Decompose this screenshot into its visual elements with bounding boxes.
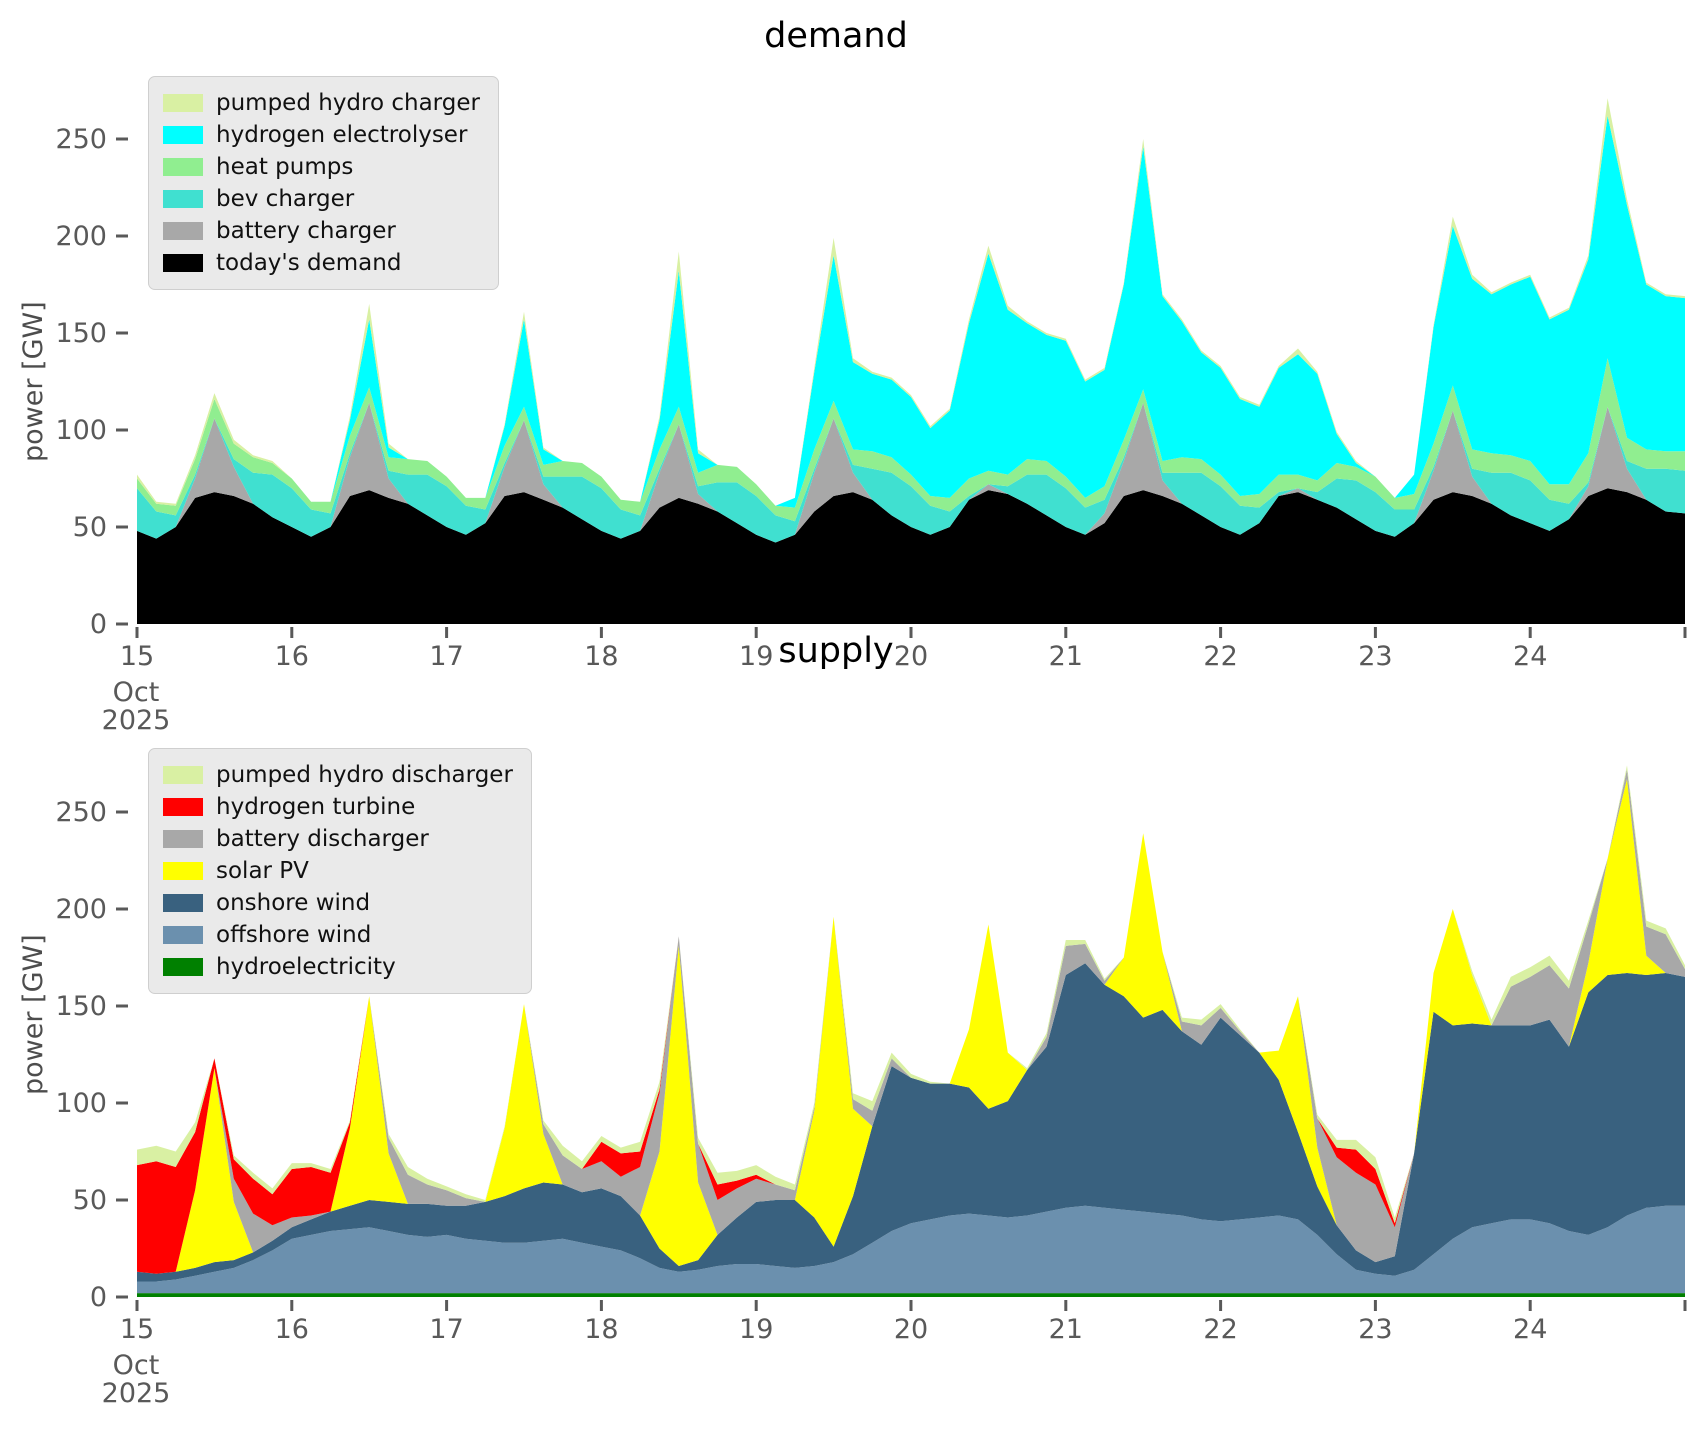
supply-legend: pumped hydro discharger hydrogen turbine b…	[148, 748, 532, 994]
x-axis-year-label: 2025	[102, 705, 171, 736]
legend-item-battery-charger: battery charger	[163, 215, 480, 247]
supply-plot-area	[137, 765, 1685, 1297]
supply-y-axis: 0 50 100 150 200 250	[55, 797, 128, 1313]
legend-item-label: onshore wind	[216, 890, 371, 916]
y-tick-label: 200	[55, 894, 107, 925]
legend-item-offshore-wind: offshore wind	[163, 919, 513, 951]
pumped-hydro-discharger-swatch-icon	[163, 766, 203, 784]
x-tick-label: 18	[584, 1314, 618, 1345]
area-hydrogen-electrolyser	[137, 115, 1685, 508]
supply-y-axis-label: power [GW]	[18, 934, 49, 1095]
x-tick-label: 24	[1513, 1314, 1547, 1345]
demand-y-axis-label: power [GW]	[18, 301, 49, 462]
legend-item-onshore-wind: onshore wind	[163, 887, 513, 919]
legend-item-bev-charger: bev charger	[163, 183, 480, 215]
hydroelectricity-swatch-icon	[163, 958, 203, 976]
legend-item-label: hydrogen electrolyser	[216, 122, 468, 148]
today-s-demand-swatch-icon	[163, 254, 203, 272]
demand-legend: pumped hydro charger hydrogen electrolyse…	[148, 76, 499, 290]
legend-item-solar-pv: solar PV	[163, 855, 513, 887]
x-tick-label: 16	[275, 1314, 309, 1345]
y-tick-label: 0	[90, 609, 107, 640]
x-tick-label: 19	[739, 1314, 773, 1345]
legend-item-label: pumped hydro charger	[216, 90, 480, 116]
demand-plot-area	[137, 98, 1685, 624]
area-hydroelectricity	[137, 1293, 1685, 1297]
y-tick-label: 150	[55, 991, 107, 1022]
legend-item-label: hydrogen turbine	[216, 794, 416, 820]
x-tick-label: 24	[1513, 641, 1547, 672]
x-axis-year-label: 2025	[102, 1378, 171, 1409]
y-tick-label: 200	[55, 221, 107, 252]
solar-pv-swatch-icon	[163, 862, 203, 880]
legend-item-label: pumped hydro discharger	[216, 762, 513, 788]
y-tick-label: 150	[55, 318, 107, 349]
x-tick-label: 22	[1203, 641, 1237, 672]
x-tick-label: 17	[429, 1314, 463, 1345]
x-tick-label: 18	[584, 641, 618, 672]
demand-y-axis: 0 50 100 150 200 250	[55, 124, 128, 640]
hydrogen-turbine-swatch-icon	[163, 798, 203, 816]
legend-item-today-s-demand: today's demand	[163, 247, 480, 279]
legend-item-label: offshore wind	[216, 922, 372, 948]
y-tick-label: 250	[55, 797, 107, 828]
hydrogen-electrolyser-swatch-icon	[163, 126, 203, 144]
x-tick-label: 19	[739, 641, 773, 672]
legend-item-label: heat pumps	[216, 154, 354, 180]
x-axis-month-label: Oct	[113, 677, 160, 708]
legend-item-label: solar PV	[216, 858, 309, 884]
pumped-hydro-charger-swatch-icon	[163, 94, 203, 112]
x-tick-label: 21	[1049, 641, 1083, 672]
legend-item-label: bev charger	[216, 186, 355, 212]
area-battery-discharger	[137, 769, 1685, 1274]
legend-item-battery-discharger: battery discharger	[163, 823, 513, 855]
x-axis-month-label: Oct	[113, 1350, 160, 1381]
legend-item-label: hydroelectricity	[216, 954, 396, 980]
x-tick-label: 23	[1358, 641, 1392, 672]
legend-item-label: battery charger	[216, 218, 396, 244]
x-tick-label: 20	[894, 1314, 928, 1345]
onshore-wind-swatch-icon	[163, 894, 203, 912]
area-heat-pumps	[137, 358, 1685, 522]
y-tick-label: 100	[55, 1088, 107, 1119]
legend-item-label: battery discharger	[216, 826, 429, 852]
x-tick-label: 17	[429, 641, 463, 672]
battery-charger-swatch-icon	[163, 222, 203, 240]
y-tick-label: 50	[73, 1185, 107, 1216]
legend-item-label: today's demand	[216, 250, 402, 276]
area-onshore-wind	[137, 963, 1685, 1282]
heat-pumps-swatch-icon	[163, 158, 203, 176]
x-tick-label: 15	[120, 641, 154, 672]
x-tick-label: 20	[894, 641, 928, 672]
area-offshore-wind	[137, 1205, 1685, 1294]
y-tick-label: 250	[55, 124, 107, 155]
legend-item-pumped-hydro-discharger: pumped hydro discharger	[163, 759, 513, 791]
offshore-wind-swatch-icon	[163, 926, 203, 944]
legend-item-hydroelectricity: hydroelectricity	[163, 951, 513, 983]
x-tick-label: 23	[1358, 1314, 1392, 1345]
area-today-s-demand	[137, 488, 1685, 624]
x-tick-label: 16	[275, 641, 309, 672]
legend-item-pumped-hydro-charger: pumped hydro charger	[163, 87, 480, 119]
y-tick-label: 100	[55, 415, 107, 446]
bev-charger-swatch-icon	[163, 190, 203, 208]
legend-item-hydrogen-turbine: hydrogen turbine	[163, 791, 513, 823]
demand-chart-title: demand	[764, 16, 908, 56]
area-solar-pv	[137, 779, 1685, 1274]
supply-chart-title: supply	[778, 631, 894, 671]
area-battery-charger	[137, 402, 1685, 543]
battery-discharger-swatch-icon	[163, 830, 203, 848]
y-tick-label: 0	[90, 1282, 107, 1313]
legend-item-heat-pumps: heat pumps	[163, 151, 480, 183]
legend-item-hydrogen-electrolyser: hydrogen electrolyser	[163, 119, 480, 151]
y-tick-label: 50	[73, 512, 107, 543]
x-tick-label: 21	[1049, 1314, 1083, 1345]
x-tick-label: 22	[1203, 1314, 1237, 1345]
x-tick-label: 15	[120, 1314, 154, 1345]
area-bev-charger	[137, 402, 1685, 543]
